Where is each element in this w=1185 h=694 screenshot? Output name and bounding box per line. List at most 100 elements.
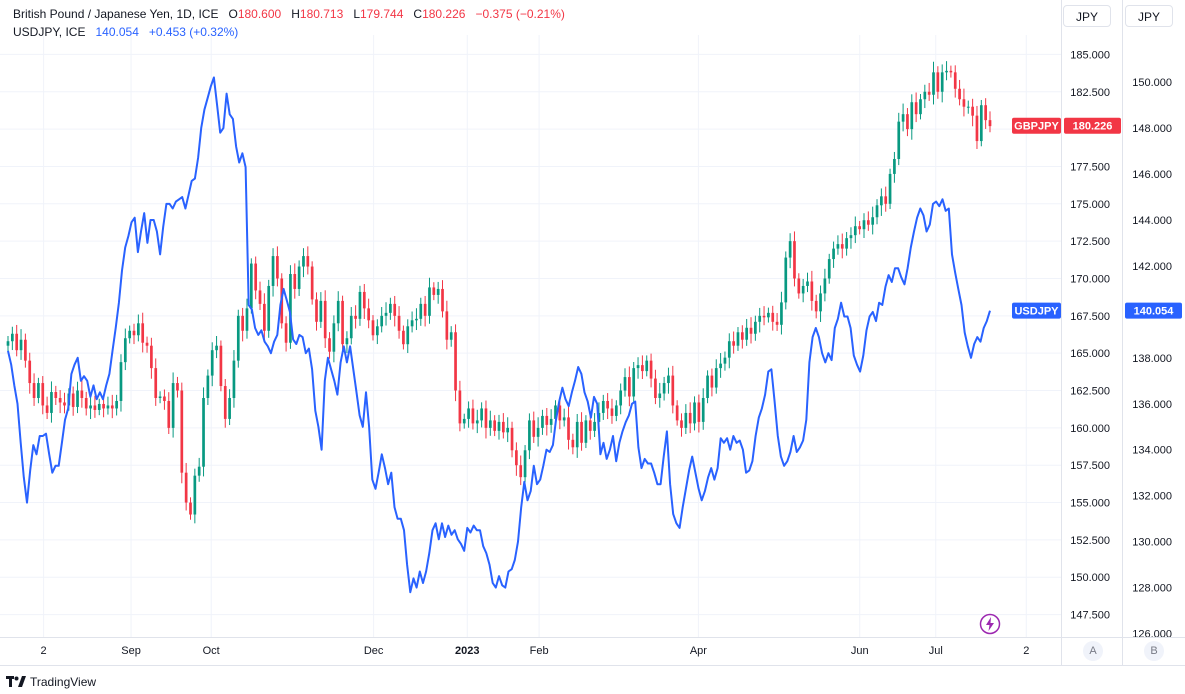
candle	[567, 406, 570, 450]
candle-body	[806, 281, 809, 286]
candle-body	[628, 377, 631, 397]
candle	[454, 324, 457, 402]
candle	[953, 65, 957, 98]
candle	[641, 355, 644, 380]
gbpjpy-price-tag-bg	[1064, 117, 1121, 134]
candle-body	[940, 72, 944, 92]
candle-body	[697, 402, 701, 422]
close-value: 180.226	[422, 7, 466, 21]
left-scale-currency-button[interactable]: JPY	[1063, 5, 1111, 27]
candle-body	[50, 392, 53, 413]
candle-body	[528, 420, 531, 451]
candle	[528, 413, 531, 460]
candle	[501, 413, 505, 439]
scale-mode-button[interactable]: B	[1144, 641, 1164, 661]
candle	[362, 284, 366, 319]
candle	[936, 66, 940, 99]
candle	[767, 307, 770, 323]
candle-body	[219, 345, 223, 387]
candle-body	[558, 405, 562, 421]
candle	[749, 317, 753, 344]
candle	[880, 188, 883, 216]
candle-body	[154, 368, 158, 398]
candle-body	[571, 439, 575, 448]
compare-series-name[interactable]: USDJPY, ICE	[13, 25, 86, 39]
candle	[893, 151, 896, 183]
candle-body	[449, 332, 453, 340]
candle-body	[163, 396, 166, 401]
auto-scale-button[interactable]: A	[1083, 641, 1103, 661]
candle-body	[293, 274, 297, 289]
candle	[410, 311, 414, 333]
candle	[432, 282, 436, 301]
candle	[610, 398, 614, 424]
candle-body	[849, 235, 853, 239]
candle	[110, 394, 114, 419]
candle-body	[506, 427, 510, 433]
candle	[267, 279, 271, 338]
candle-body	[749, 327, 753, 334]
candle-body	[688, 412, 692, 424]
candle-body	[276, 256, 279, 279]
candle-body	[497, 421, 501, 431]
candle-body	[953, 72, 957, 89]
main-series-name[interactable]: British Pound / Japanese Yen, 1D, ICE	[13, 7, 219, 21]
candle	[788, 233, 792, 269]
left-axis-tick-label: 165.000	[1070, 348, 1110, 360]
candle-body	[836, 244, 840, 249]
candle-body	[145, 342, 149, 346]
axes: 185.000182.500180.000177.500175.000172.5…	[0, 0, 1185, 666]
candle-body	[771, 312, 775, 322]
candle-body	[632, 368, 636, 397]
candle-body	[515, 450, 518, 466]
gbpjpy-name-tag: GBPJPY	[1012, 117, 1061, 134]
close-label: C	[413, 7, 423, 21]
candle-body	[675, 405, 679, 421]
candle-body	[328, 338, 331, 352]
candle	[671, 365, 675, 414]
candle	[297, 260, 301, 296]
brand[interactable]: TradingView	[6, 675, 96, 689]
candle-body	[249, 263, 253, 309]
candle-body	[619, 390, 623, 406]
candle	[254, 256, 258, 300]
right-scale-currency-button[interactable]: JPY	[1125, 5, 1173, 27]
candle	[41, 376, 45, 415]
low-value: 179.744	[360, 7, 404, 21]
candle	[210, 342, 214, 387]
candle-body	[110, 405, 114, 409]
candle	[932, 61, 935, 105]
candle	[19, 329, 23, 360]
candle	[145, 336, 149, 353]
candle	[745, 318, 749, 346]
time-axis-label: Oct	[203, 645, 220, 657]
candle-body	[297, 266, 301, 289]
candle-body	[740, 332, 744, 340]
candle	[423, 295, 427, 327]
candle-body	[610, 408, 614, 416]
candle-body	[827, 259, 831, 279]
candle	[832, 241, 835, 268]
candle	[988, 111, 992, 133]
candle-body	[971, 106, 974, 116]
candle	[150, 337, 153, 379]
candle	[458, 380, 462, 432]
candle	[10, 326, 14, 351]
candle-body	[801, 285, 805, 294]
candle	[141, 312, 145, 353]
candle-body	[866, 220, 870, 225]
candle	[866, 211, 870, 231]
candle	[102, 396, 105, 418]
candle-body	[601, 400, 605, 413]
candle	[658, 382, 662, 408]
lightning-icon[interactable]	[979, 613, 1001, 635]
candle-body	[141, 323, 145, 343]
candle	[349, 307, 353, 345]
left-axis-tick-label: 150.000	[1070, 572, 1110, 584]
candle-body	[906, 114, 909, 130]
candle-body	[71, 393, 75, 407]
candle-body	[897, 121, 901, 159]
candle	[840, 233, 844, 259]
candle-body	[719, 363, 722, 369]
